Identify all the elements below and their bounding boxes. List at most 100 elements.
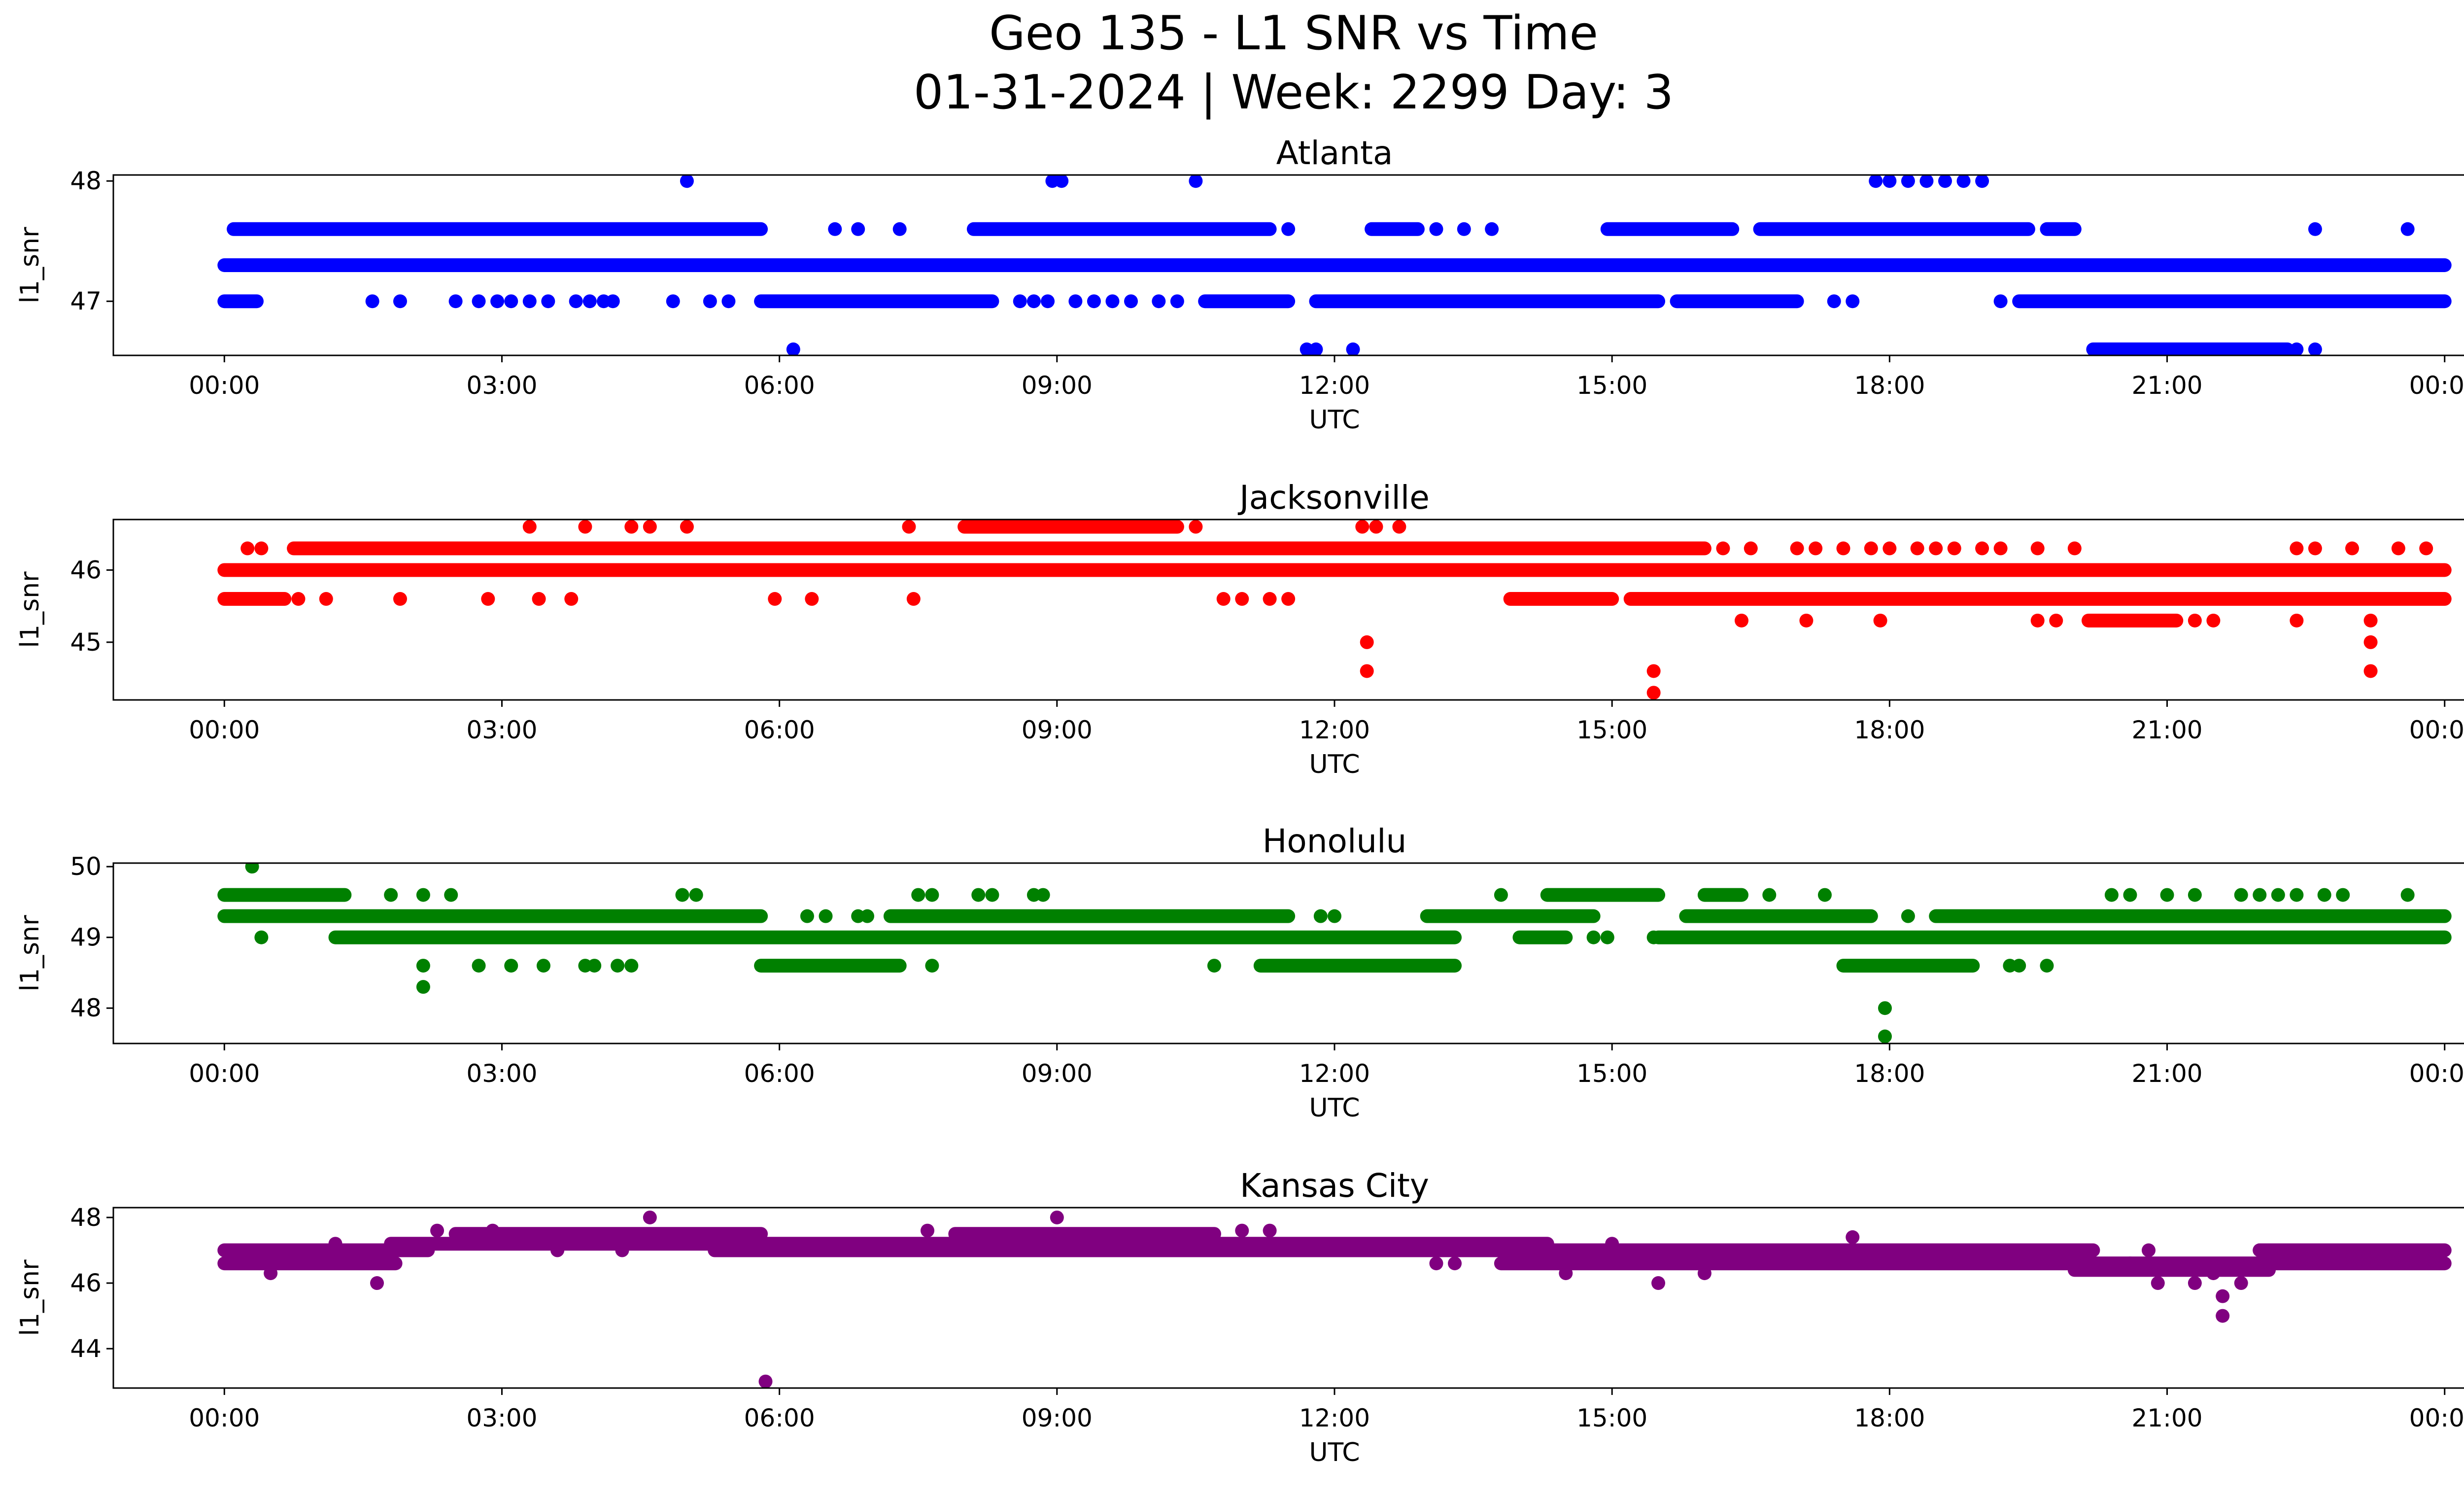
data-point bbox=[240, 541, 255, 556]
data-point bbox=[1429, 222, 1443, 236]
data-point bbox=[1799, 613, 1814, 627]
y-tick-label: 44 bbox=[70, 1334, 102, 1363]
data-point bbox=[504, 294, 518, 309]
x-axis-label: UTC bbox=[1309, 405, 1360, 435]
panel-jacksonville: Jacksonville 00:00 03:00 06:00 09:00 12:00 15:… bbox=[15, 479, 2464, 779]
data-point bbox=[624, 959, 639, 973]
data-point bbox=[1369, 520, 1383, 534]
data-point bbox=[393, 294, 407, 309]
dense-band-4-range-0 bbox=[1512, 1250, 2063, 1264]
data-point bbox=[1790, 541, 1804, 556]
data-point bbox=[1124, 294, 1138, 309]
dense-band-0-range-3 bbox=[1679, 909, 1878, 923]
dense-band-1-range-0 bbox=[287, 541, 1711, 556]
data-point bbox=[472, 294, 486, 309]
data-point bbox=[1919, 175, 1934, 188]
x-tick-label: 00:00 bbox=[2409, 371, 2464, 400]
data-point bbox=[2419, 541, 2433, 556]
data-point bbox=[2104, 888, 2119, 902]
data-point bbox=[569, 294, 583, 309]
data-point bbox=[680, 520, 694, 534]
data-point bbox=[2012, 959, 2026, 973]
y-tick-label: 46 bbox=[70, 1269, 102, 1297]
data-point bbox=[1041, 294, 1055, 309]
data-point bbox=[2345, 541, 2359, 556]
data-point bbox=[582, 294, 597, 309]
data-point bbox=[1586, 930, 1601, 944]
dense-band-2-range-1 bbox=[1503, 592, 1619, 606]
data-point bbox=[264, 1266, 278, 1281]
data-point bbox=[416, 980, 430, 994]
data-point bbox=[2188, 888, 2202, 902]
x-tick-label: 06:00 bbox=[744, 1059, 815, 1088]
data-point bbox=[828, 222, 842, 236]
data-point bbox=[758, 1374, 773, 1388]
data-point bbox=[1817, 888, 1832, 902]
data-point bbox=[532, 592, 546, 606]
dense-band-3-range-0 bbox=[448, 1227, 768, 1241]
data-point bbox=[860, 909, 874, 923]
data-point bbox=[851, 222, 865, 236]
data-point bbox=[2391, 541, 2405, 556]
data-point bbox=[925, 888, 939, 902]
x-tick-label: 15:00 bbox=[1576, 716, 1647, 744]
data-point bbox=[1346, 342, 1360, 355]
panel-atlanta: Atlanta 00:00 03:00 06:00 09:00 12:00 15:00 18:… bbox=[15, 134, 2464, 435]
data-point bbox=[1313, 909, 1328, 923]
x-tick-label: 03:00 bbox=[466, 1059, 537, 1088]
x-tick-label: 21:00 bbox=[2131, 371, 2202, 400]
data-point bbox=[2206, 613, 2221, 627]
data-point bbox=[1189, 520, 1203, 534]
y-axis-label: l1_snr bbox=[15, 227, 45, 304]
data-point bbox=[1207, 959, 1221, 973]
data-point bbox=[1605, 1237, 1619, 1251]
dense-band-2-range-1 bbox=[754, 294, 999, 309]
data-point bbox=[1744, 541, 1758, 556]
data-point bbox=[2049, 613, 2063, 627]
data-point bbox=[1938, 175, 1952, 188]
data-point bbox=[921, 1223, 934, 1238]
data-point bbox=[1646, 686, 1661, 700]
dense-band-1-range-2 bbox=[1365, 222, 1425, 236]
data-point bbox=[2400, 888, 2415, 902]
data-point bbox=[2234, 1276, 2248, 1290]
y-tick-label: 45 bbox=[70, 628, 102, 657]
data-point bbox=[1846, 1230, 1860, 1244]
x-tick-label: 21:00 bbox=[2131, 1404, 2202, 1432]
data-point bbox=[416, 888, 430, 902]
data-point bbox=[444, 888, 458, 902]
dense-band-1-range-1 bbox=[1512, 930, 1573, 944]
dense-band-0-range-1 bbox=[883, 909, 1296, 923]
data-point bbox=[1216, 592, 1231, 606]
data-point bbox=[800, 909, 814, 923]
data-point bbox=[2363, 635, 2378, 649]
data-point bbox=[2206, 1266, 2221, 1281]
x-tick-label: 00:00 bbox=[2409, 1059, 2464, 1088]
data-point bbox=[2142, 1243, 2156, 1257]
data-point bbox=[1975, 541, 1989, 556]
data-point bbox=[1910, 541, 1924, 556]
data-point bbox=[2290, 342, 2304, 355]
x-tick-label: 21:00 bbox=[2131, 716, 2202, 744]
y-tick-label: 46 bbox=[70, 556, 102, 584]
data-point bbox=[384, 888, 398, 902]
data-point bbox=[319, 592, 333, 606]
data-point bbox=[1281, 592, 1296, 606]
data-point bbox=[370, 1276, 384, 1290]
data-point bbox=[1457, 222, 1471, 236]
dense-band-0-range-2 bbox=[1420, 909, 1601, 923]
data-point bbox=[1105, 294, 1120, 309]
dense-band-2-range-2 bbox=[1697, 888, 1748, 902]
data-point bbox=[2308, 342, 2322, 355]
x-tick-label: 18:00 bbox=[1854, 716, 1925, 744]
figure-title-line2: 01-31-2024 | Week: 2299 Day: 3 bbox=[914, 66, 1674, 120]
data-point bbox=[1559, 1266, 1573, 1281]
data-point bbox=[911, 888, 925, 902]
data-point bbox=[536, 959, 550, 973]
data-point bbox=[892, 222, 907, 236]
data-point bbox=[472, 959, 486, 973]
dense-band-1-range-5 bbox=[2040, 222, 2082, 236]
x-tick-label: 00:00 bbox=[189, 371, 260, 400]
dense-band-1-range-1 bbox=[966, 222, 1277, 236]
